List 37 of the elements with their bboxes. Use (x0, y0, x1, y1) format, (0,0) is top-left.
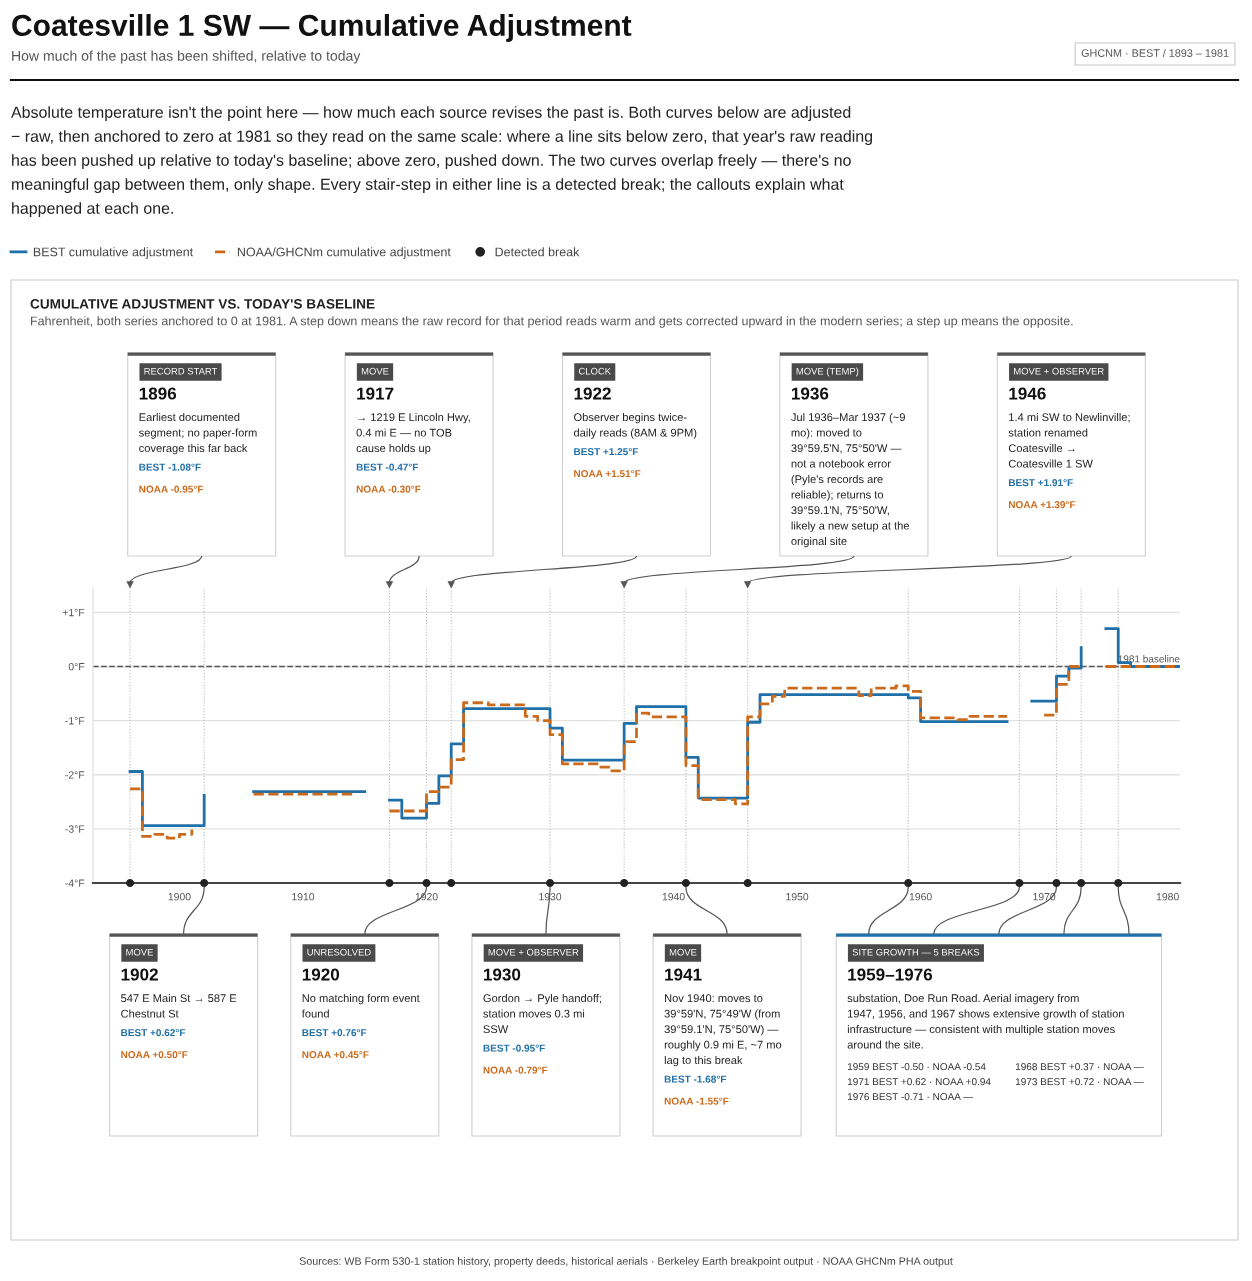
y-tick-label: -4°F (65, 879, 85, 887)
text: MOVE + OBSERVER 1946 1.4 mi SW to Newlinville; station renamed Coatesville → Coatesville 1 SW BEST +1.91°F NOAA +1.39°F (1008, 367, 1130, 509)
chart-title: Coatesville 1 SW — Cumulative Adjustment (12, 14, 632, 42)
x-tick-label: 1960 (909, 893, 932, 901)
text: 1959 BEST -0.50 · NOAA -0.54 (847, 1063, 986, 1071)
y-tick-label: +1°F (62, 608, 85, 617)
text: Fahrenheit, both series anchored to 0 at 1981. A step down means the raw record for that period reads warm and gets corrected upward in the modern series; a step up means the opposite. (31, 316, 1073, 328)
x-tick-label: 1910 (292, 893, 315, 901)
x-tick-label: 1980 (1156, 893, 1179, 901)
text: 1973 BEST +0.72 · NOAA — (1015, 1078, 1144, 1086)
legend-label: BEST cumulative adjustment (33, 247, 194, 259)
text: CLOCK 1922 Observer begins twice- daily reads (8AM & 9PM) BEST +1.25°F NOAA +1.51°F (573, 367, 697, 478)
y-tick-label: 0°F (68, 662, 85, 671)
y-tick-label: -2°F (65, 771, 85, 779)
y-tick-label: -1°F (65, 717, 85, 725)
text: MOVE 1941 Nov 1940: moves to 39°59'N, 75°49'W (from 39°59.1'N, 75°50'W) — roughly 0.9 mi E, ~7 mo lag to this break BEST -1.68°F NOAA -1.55°F (664, 948, 782, 1105)
text: GHCNM · BEST / 1893 – 1981 (1081, 48, 1229, 57)
text: MOVE 1902 547 E Main St → 587 E Chestnut St BEST +0.62°F NOAA +0.50°F (121, 948, 237, 1059)
text: CUMULATIVE ADJUSTMENT VS. TODAY'S BASELINE (30, 299, 375, 309)
legend-label: NOAA/GHCNm cumulative adjustment (237, 247, 451, 259)
text: Absolute temperature isn't the point here — how much each source revises the past is. Both curves below are adjusted − raw, then anchored to zero at 1981 so they read on the same scale: where a line sits below zero, that year's raw reading has been pushed up relative to today's baseline; above zero, pushed down. The two curves overlap freely — there's no meaningful gap between them, only shape. Every stair-step in either line is a detected break; the callouts explain what happened at each one. (11, 106, 873, 218)
y-tick-label: -3°F (65, 825, 85, 833)
source-note: Sources: WB Form 530-1 station history, property deeds, historical aerials · Berkeley Earth breakpoint output · NOAA GHCNm PHA output (299, 1257, 953, 1267)
x-tick-label: 1900 (168, 893, 191, 901)
chart-subtitle: How much of the past has been shifted, relative to today (12, 50, 361, 64)
x-tick-label: 1940 (662, 893, 685, 901)
text: SITE GROWTH — 5 BREAKS 1959–1976 substation, Doe Run Road. Aerial imagery from 1947, 1956, and 1967 shows extensive growth of station infrastructure — consistent with multiple station moves around the site. (847, 948, 1124, 1049)
text: MOVE + OBSERVER 1930 Gordon → Pyle handoff; station moves 0.3 mi SSW BEST -0.95°F NOAA -0.79°F (483, 948, 601, 1074)
text: 1976 BEST -0.71 · NOAA — (847, 1093, 974, 1101)
legend-label: Detected break (495, 247, 580, 257)
text: MOVE 1917 → 1219 E Lincoln Hwy, 0.4 mi E — no TOB cause holds up BEST -0.47°F NOAA -0.30°F (356, 367, 470, 493)
x-tick-label: 1950 (786, 893, 809, 901)
text: 1968 BEST +0.37 · NOAA — (1015, 1063, 1144, 1071)
text: MOVE (TEMP) 1936 Jul 1936–Mar 1937 (~9 mo): moved to 39°59.5'N, 75°50'W — not a notebook error (Pyle's records are reliable); returns to 39°59.1'N, 75°50'W, likely a new setup at the original site (791, 367, 909, 548)
text: UNRESOLVED 1920 No matching form event found BEST +0.76°F NOAA +0.45°F (301, 948, 420, 1059)
text: 1971 BEST +0.62 · NOAA +0.94 (847, 1078, 991, 1086)
text: RECORD START 1896 Earliest documented segment; no paper-form coverage this far back BEST -1.08°F NOAA -0.95°F (139, 367, 257, 493)
